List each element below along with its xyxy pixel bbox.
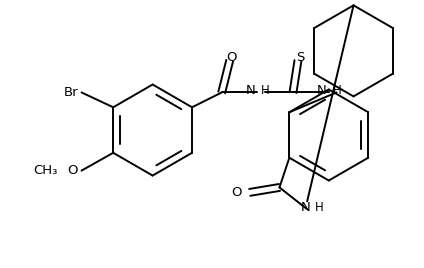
- Text: H: H: [261, 84, 270, 97]
- Text: N: N: [300, 201, 310, 214]
- Text: CH₃: CH₃: [33, 164, 58, 177]
- Text: N: N: [317, 84, 326, 97]
- Text: O: O: [226, 51, 237, 64]
- Text: S: S: [296, 51, 304, 64]
- Text: H: H: [332, 84, 341, 97]
- Text: O: O: [232, 186, 242, 199]
- Text: Br: Br: [64, 86, 78, 99]
- Text: O: O: [67, 164, 78, 177]
- Text: N: N: [245, 84, 255, 97]
- Text: H: H: [315, 201, 324, 214]
